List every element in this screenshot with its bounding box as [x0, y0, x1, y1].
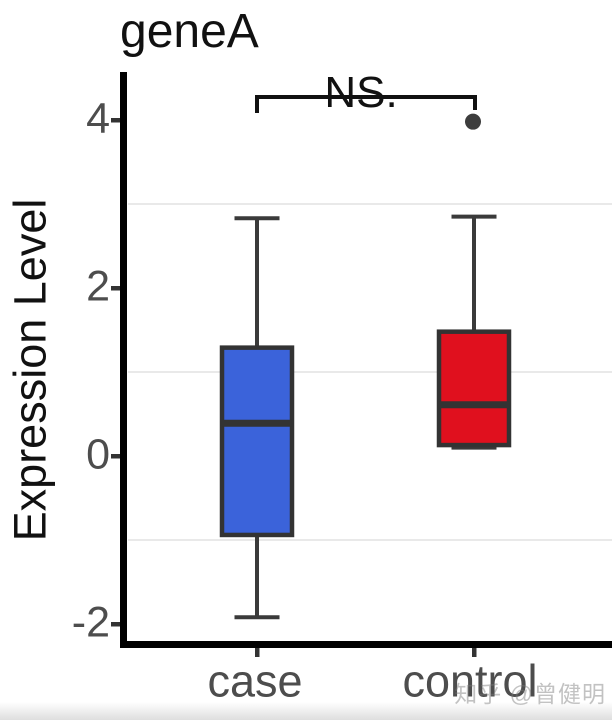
y-tick-label-4: 4	[86, 94, 110, 143]
y-tick-label-2: 2	[86, 262, 110, 311]
significance-bracket	[255, 95, 477, 113]
y-axis-label: Expression Level	[4, 198, 56, 542]
y-axis-line	[120, 72, 127, 648]
y-tick-label-0: 0	[86, 430, 110, 479]
x-axis-tick	[255, 648, 260, 657]
significance-label: NS.	[324, 68, 398, 117]
watermark: 知乎 @曾健明	[454, 681, 606, 707]
x-axis-tick	[472, 648, 477, 657]
x-category-label-control: control	[402, 655, 538, 707]
y-axis-tick	[111, 286, 120, 291]
x-axis-line	[120, 641, 612, 648]
case-box	[219, 345, 295, 538]
chart-title: geneA	[120, 5, 259, 58]
control-outlier-point	[465, 113, 481, 130]
y-axis-tick	[111, 118, 120, 123]
y-axis-tick	[111, 454, 120, 459]
y-axis-tick	[111, 622, 120, 627]
control-box	[436, 329, 512, 448]
x-category-label-case: case	[207, 655, 303, 707]
y-tick-label-neg2: -2	[71, 598, 110, 647]
